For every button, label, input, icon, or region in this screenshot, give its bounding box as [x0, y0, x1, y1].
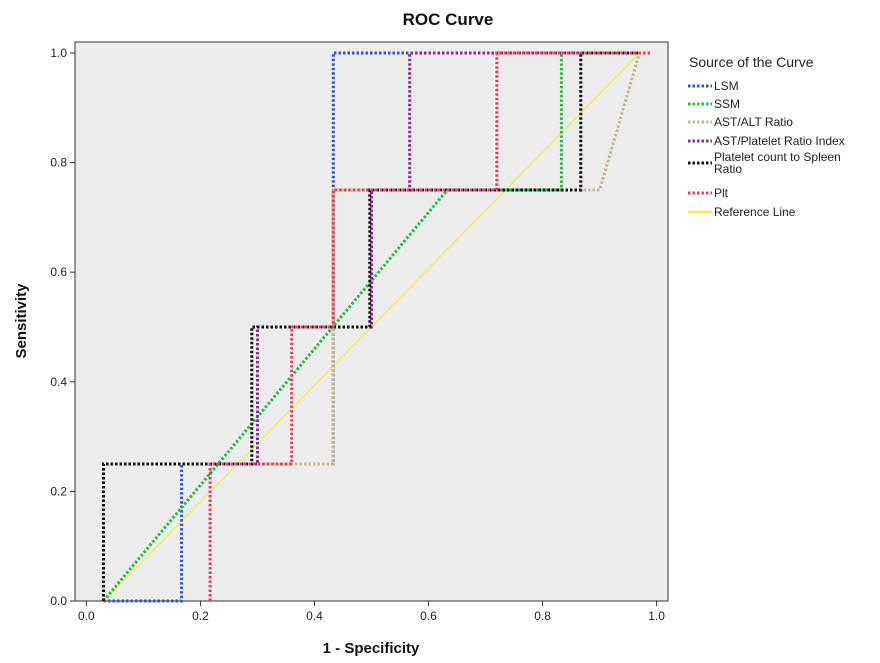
y-tick-label: 0.6	[50, 265, 67, 279]
series-line-plt	[208, 51, 651, 601]
x-tick-label: 0.2	[192, 609, 209, 623]
series-layer	[102, 51, 651, 603]
legend-label-ssm: SSM	[714, 97, 740, 111]
legend-label-lsm: LSM	[714, 79, 739, 93]
y-tick-label: 0.4	[50, 375, 67, 389]
legend: Source of the Curve LSM SSM AST/ALT Ratio A…	[688, 54, 845, 219]
axes-layer: 0.0 0.2 0.4 0.6 0.8 1.0 0.0 0.2 0.4 0.6 0.8 1.0	[50, 46, 665, 623]
x-axis-title: 1 - Specificity	[323, 640, 420, 657]
plot-area	[74, 41, 669, 602]
series-line-platelet-count-to-spleen-ratio	[102, 51, 640, 601]
y-tick-label: 1.0	[50, 46, 67, 60]
legend-label-plt: Plt	[714, 186, 729, 200]
x-tick-label: 0.0	[78, 609, 95, 623]
x-tick-label: 0.6	[420, 609, 437, 623]
legend-label-ast-platelet-ratio-index: AST/Platelet Ratio Index	[714, 134, 845, 148]
legend-label-reference-line: Reference Line	[714, 205, 796, 219]
y-axis-title: Sensitivity	[13, 283, 30, 359]
legend-label-platelet-count-to-spleen-ratio: Platelet count to Spleen Ratio	[714, 150, 841, 176]
legend-title: Source of the Curve	[689, 54, 814, 70]
legend-label-ast-alt-ratio: AST/ALT Ratio	[714, 115, 793, 129]
x-tick-label: 0.8	[534, 609, 551, 623]
y-tick-label: 0.8	[50, 156, 67, 170]
x-tick-label: 1.0	[648, 609, 665, 623]
x-tick-label: 0.4	[306, 609, 323, 623]
y-tick-label: 0.0	[50, 594, 67, 608]
y-tick-label: 0.2	[50, 484, 67, 498]
series-line-lsm	[103, 51, 640, 603]
chart-title: ROC Curve	[403, 10, 494, 29]
series-line-ast-platelet-ratio-index	[102, 51, 640, 601]
